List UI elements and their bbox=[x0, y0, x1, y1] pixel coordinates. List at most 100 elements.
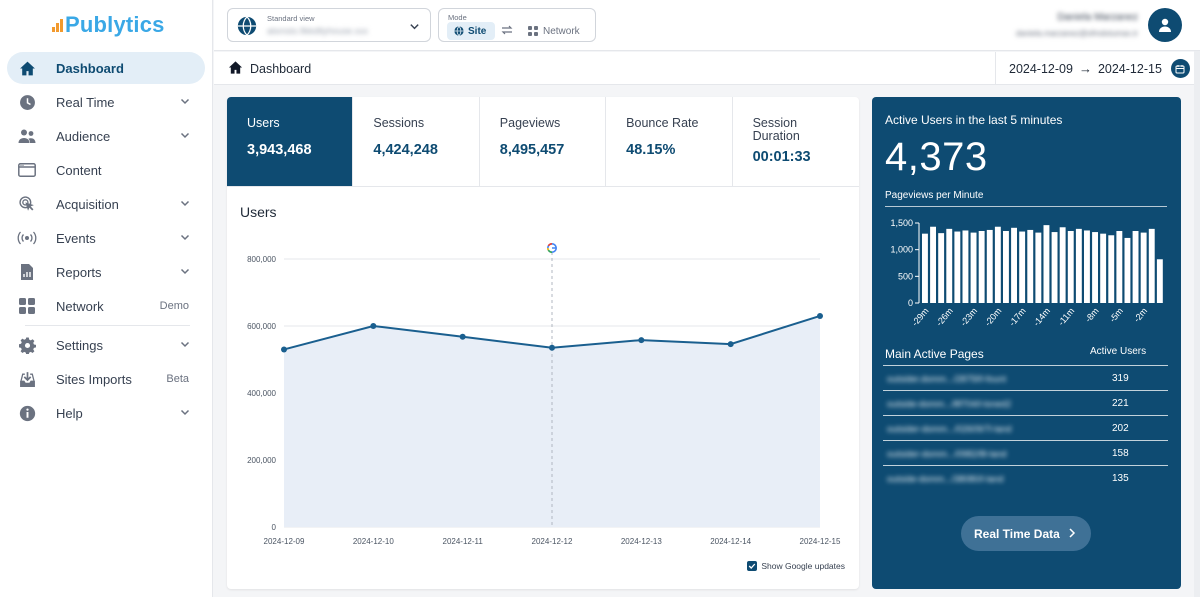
chevron-down-icon bbox=[179, 197, 191, 209]
mode-site-button[interactable]: Site bbox=[447, 22, 495, 40]
y-tick-label: 800,000 bbox=[247, 255, 276, 264]
sidebar-item-dashboard[interactable]: Dashboard bbox=[7, 52, 205, 84]
view-selector[interactable]: Standard view alsmstx.fikkdtlyhouse.xxx bbox=[227, 8, 431, 42]
x-tick-label: -8m bbox=[1083, 306, 1101, 324]
scrollbar[interactable] bbox=[1194, 51, 1200, 597]
sidebar-item-real-time[interactable]: Real Time bbox=[7, 86, 205, 118]
sidebar-item-label: Reports bbox=[56, 264, 102, 280]
data-point bbox=[459, 333, 466, 340]
x-tick-label: 2024-12-14 bbox=[710, 537, 751, 546]
x-tick-label: 2024-12-09 bbox=[264, 537, 305, 546]
sidebar-item-settings[interactable]: Settings bbox=[7, 329, 205, 361]
show-google-label: Show Google updates bbox=[761, 561, 845, 571]
clock-icon bbox=[17, 93, 37, 111]
mode-switch: Mode Site Network bbox=[438, 8, 596, 42]
avatar[interactable] bbox=[1148, 8, 1182, 42]
bar bbox=[1043, 225, 1050, 303]
x-tick-label: -14m bbox=[1031, 306, 1052, 328]
publytics-logo[interactable]: Publytics bbox=[0, 0, 212, 50]
globe-icon bbox=[454, 26, 464, 36]
kpi-tab-bounce-rate[interactable]: Bounce Rate 48.15% bbox=[606, 97, 733, 186]
breadcrumb-dashboard[interactable]: Dashboard bbox=[250, 62, 312, 76]
user-email: daniela.marzanez@sfmdotumax.tr bbox=[1016, 29, 1138, 38]
kpi-value: 4,424,248 bbox=[373, 142, 438, 158]
bar bbox=[1059, 227, 1066, 303]
sidebar-item-content[interactable]: Content bbox=[7, 154, 205, 186]
logo-bars-icon bbox=[52, 18, 63, 32]
sidebar-item-audience[interactable]: Audience bbox=[7, 120, 205, 152]
chevron-down-icon bbox=[179, 265, 191, 277]
page-url: outsider-domm.../0982/8l-land bbox=[887, 449, 1007, 459]
chevron-down-icon bbox=[179, 95, 191, 107]
sidebar-item-reports[interactable]: Reports bbox=[7, 256, 205, 288]
sidebar-item-sites-imports[interactable]: Sites Imports Beta bbox=[7, 363, 205, 395]
pageviews-per-minute-chart[interactable]: 1,500 1,000 500 0-29m -26m -23m -20m -17m -14m -1… bbox=[872, 210, 1181, 345]
date-start: 2024-12-09 bbox=[1009, 61, 1073, 76]
x-tick-label: -23m bbox=[958, 306, 979, 328]
user-info[interactable]: Daniela Marzanez daniela.marzanez@sfmdot… bbox=[1016, 12, 1138, 38]
bar bbox=[1148, 228, 1155, 303]
sidebar-item-help[interactable]: Help bbox=[7, 397, 205, 429]
data-point bbox=[281, 346, 287, 353]
calendar-icon[interactable] bbox=[1170, 59, 1190, 78]
x-tick-label: -26m bbox=[934, 306, 955, 328]
kpi-tab-pageviews[interactable]: Pageviews 8,495,457 bbox=[480, 97, 607, 186]
y-tick-label: 500 bbox=[898, 271, 913, 281]
bar bbox=[1003, 231, 1009, 303]
page-url: outside-domm.../8f704/l-loned2 bbox=[887, 399, 1012, 409]
google-icon bbox=[547, 243, 557, 253]
user-name: Daniela Marzanez bbox=[1057, 12, 1138, 23]
swap-arrows-icon[interactable] bbox=[501, 24, 513, 36]
user-icon bbox=[1159, 18, 1171, 32]
view-value: alsmstx.fikkdtlyhouse.xxx bbox=[267, 26, 369, 36]
y-tick-label: 0 bbox=[908, 298, 913, 308]
list-item[interactable]: outsider-domm.../02609/7l-land 202 bbox=[883, 415, 1168, 440]
sidebar-item-network[interactable]: Network Demo bbox=[7, 290, 205, 322]
mode-network-button[interactable]: Network bbox=[528, 22, 580, 40]
bar bbox=[922, 233, 928, 303]
sidebar-item-tag: Demo bbox=[159, 300, 189, 312]
bar bbox=[962, 230, 969, 303]
x-tick-label: 2024-12-11 bbox=[443, 537, 484, 546]
sidebar-item-label: Settings bbox=[56, 337, 103, 353]
view-label: Standard view bbox=[267, 14, 315, 23]
bar bbox=[1011, 227, 1017, 303]
list-item[interactable]: outsider-domm.../0982/8l-land 158 bbox=[883, 440, 1168, 465]
file-chart-icon bbox=[17, 263, 37, 281]
realtime-header: Active Users in the last 5 minutes bbox=[885, 113, 1063, 127]
bar bbox=[986, 229, 993, 303]
mode-network-label: Network bbox=[543, 25, 580, 37]
data-point bbox=[727, 341, 734, 348]
kpi-label: Bounce Rate bbox=[626, 116, 699, 130]
grid-icon bbox=[528, 26, 538, 36]
bar bbox=[1108, 235, 1115, 303]
home-icon[interactable] bbox=[228, 60, 243, 75]
page-active-users: 135 bbox=[1112, 473, 1129, 484]
data-point bbox=[638, 337, 645, 344]
active-users-count: 4,373 bbox=[885, 135, 988, 179]
kpi-tab-sessions[interactable]: Sessions 4,424,248 bbox=[353, 97, 480, 186]
date-range-picker[interactable]: 2024-12-09 → 2024-12-15 bbox=[995, 52, 1190, 85]
kpi-tab-session-duration[interactable]: Session Duration 00:01:33 bbox=[733, 97, 859, 186]
sidebar-item-label: Real Time bbox=[56, 94, 115, 110]
list-item[interactable]: outsider.domm.../2875f/l-fount 319 bbox=[883, 365, 1168, 390]
divider bbox=[885, 206, 1167, 207]
show-google-updates-toggle[interactable]: Show Google updates bbox=[747, 561, 845, 571]
bar bbox=[946, 228, 953, 303]
browser-icon bbox=[17, 161, 37, 179]
real-time-data-button[interactable]: Real Time Data bbox=[961, 516, 1091, 551]
kpi-tab-users[interactable]: Users 3,943,468 bbox=[227, 97, 354, 186]
page-active-users: 319 bbox=[1112, 373, 1129, 384]
sidebar-item-acquisition[interactable]: Acquisition bbox=[7, 188, 205, 220]
users-icon bbox=[17, 127, 37, 145]
x-tick-label: 2024-12-13 bbox=[621, 537, 662, 546]
list-item[interactable]: outside-domm.../38080/l-land 135 bbox=[883, 465, 1168, 490]
users-chart[interactable]: 800,000 600,000 400,000 200,000 0 2024-12-09 2… bbox=[227, 237, 859, 557]
mode-site-label: Site bbox=[468, 25, 487, 37]
list-item[interactable]: outside-domm.../8f704/l-loned2 221 bbox=[883, 390, 1168, 415]
bar bbox=[1067, 231, 1074, 303]
bar bbox=[1019, 231, 1026, 303]
sidebar-item-events[interactable]: Events bbox=[7, 222, 205, 254]
checkbox-checked-icon[interactable] bbox=[747, 561, 758, 571]
sidebar-item-label: Dashboard bbox=[56, 60, 124, 76]
